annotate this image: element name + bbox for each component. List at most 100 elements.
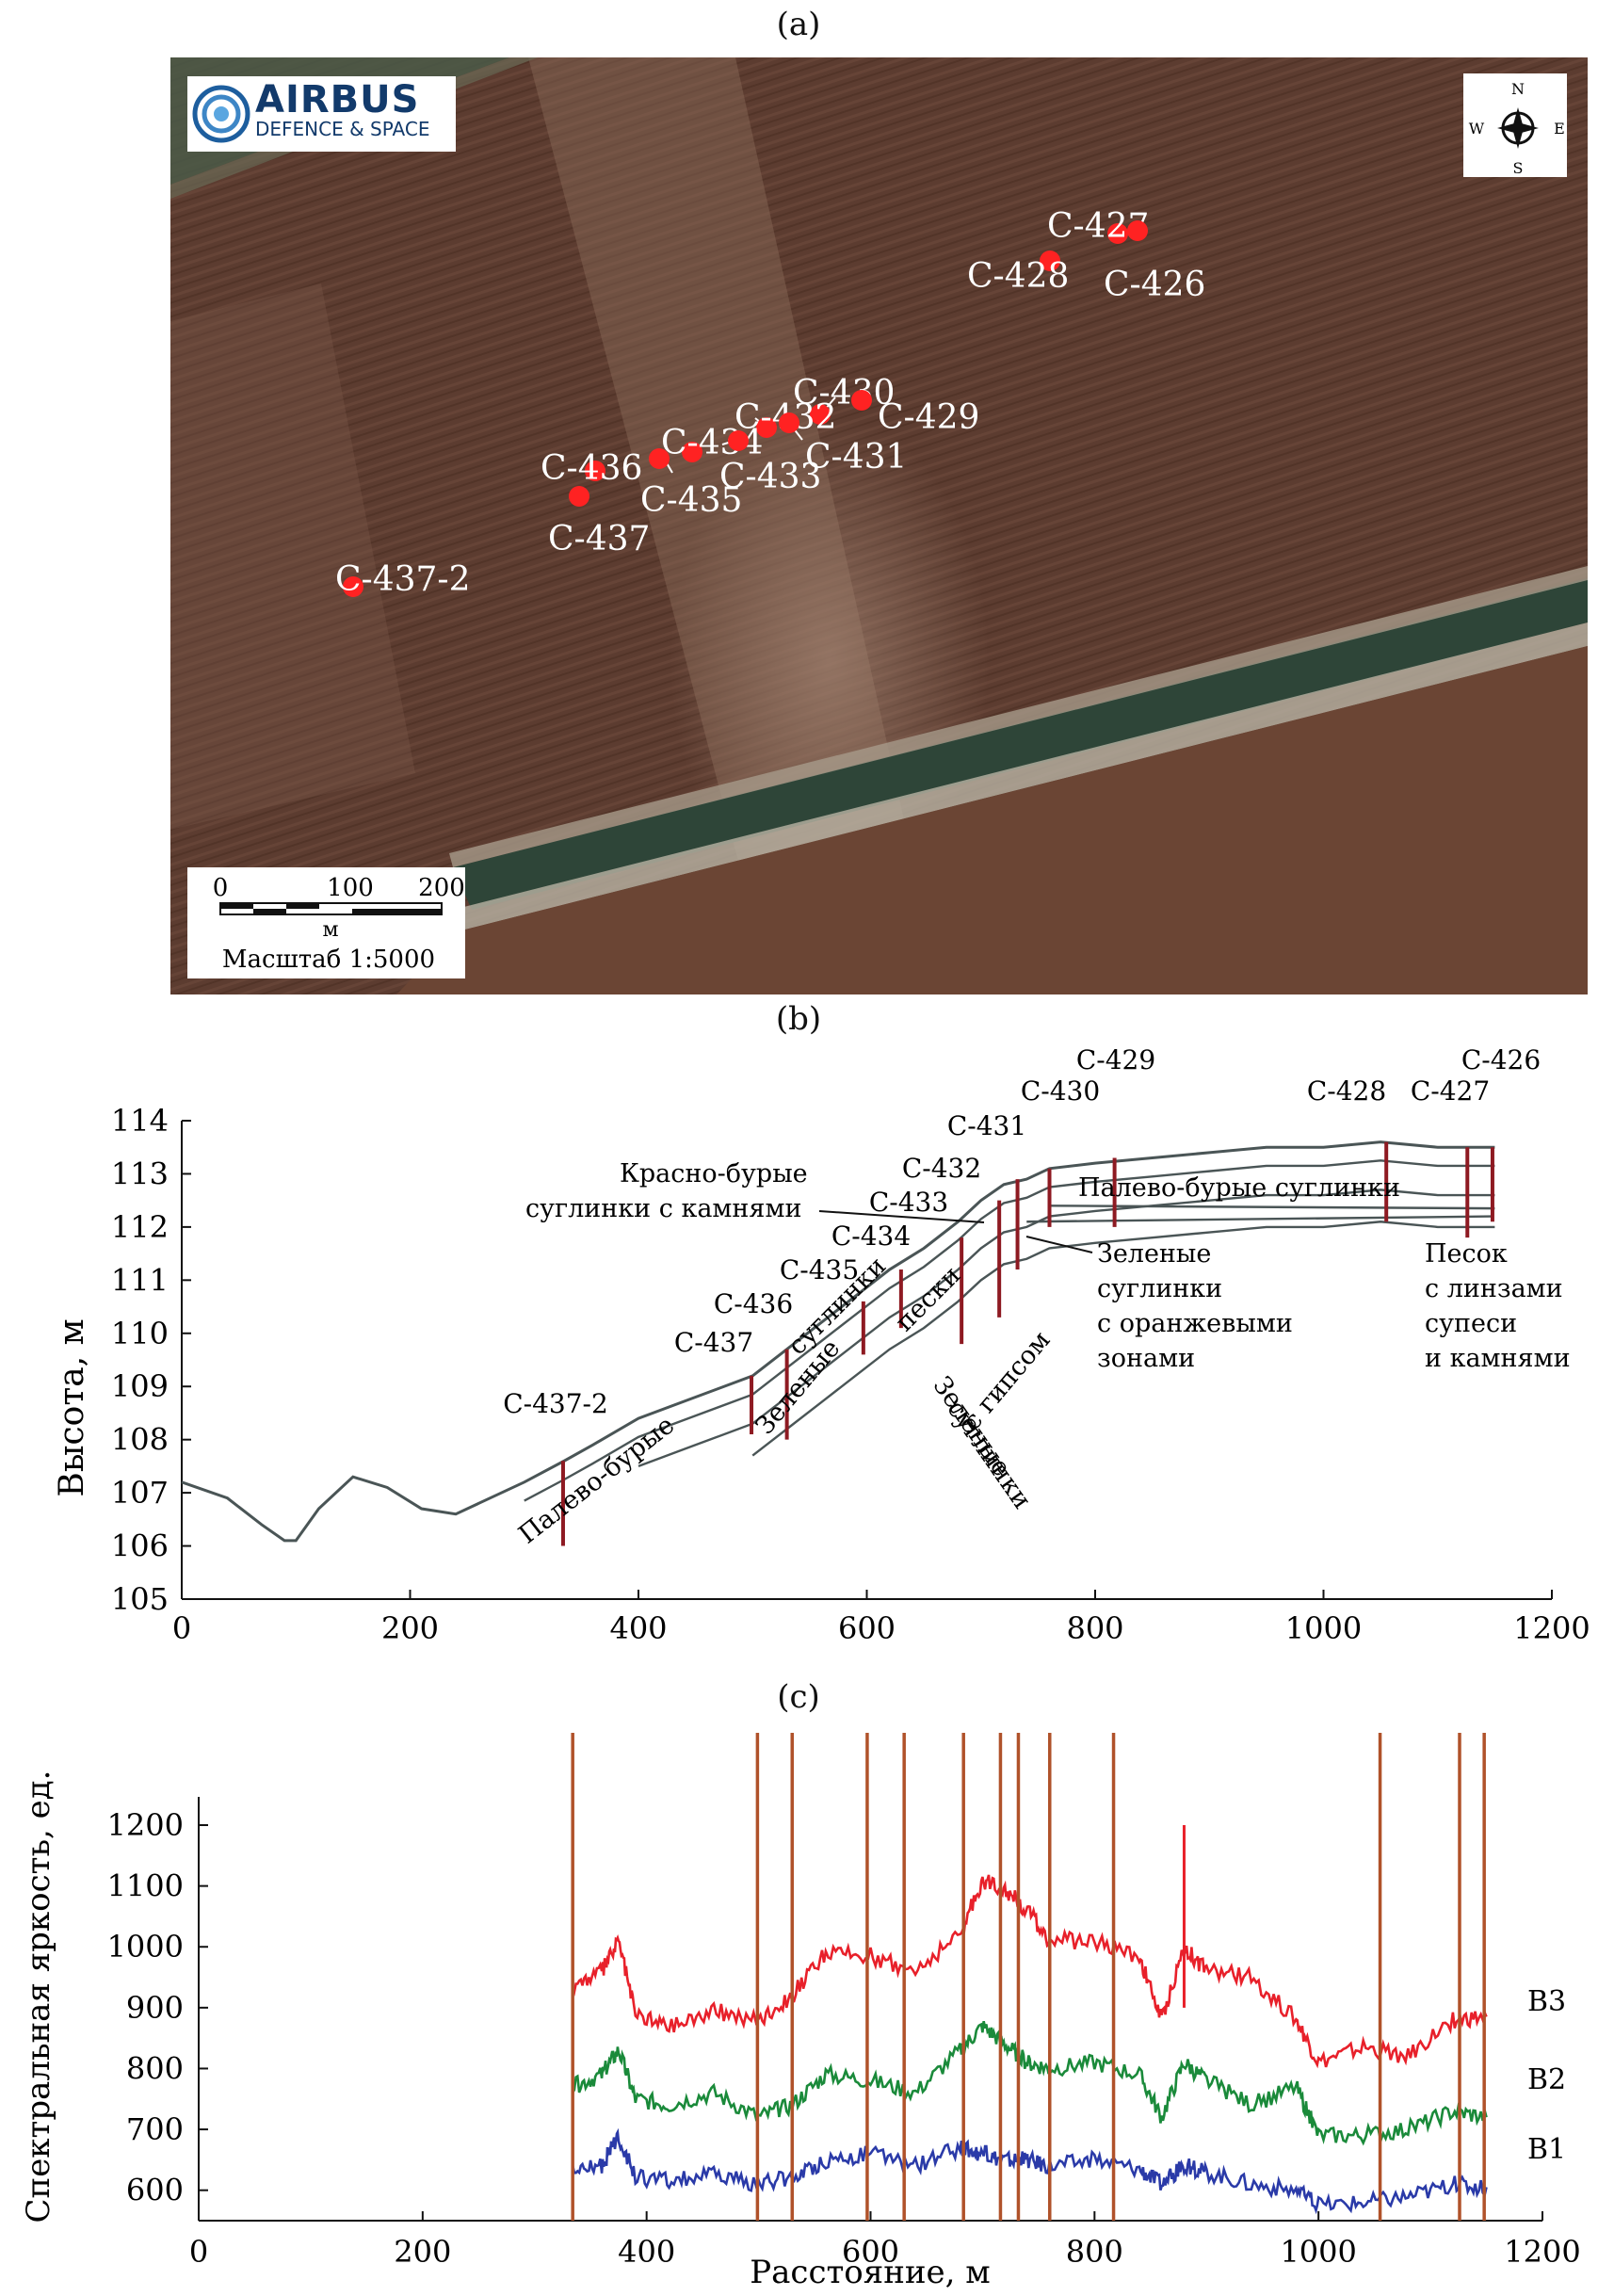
chart-c-x-tick-label: 600	[842, 2234, 899, 2270]
compass-rose: N S W E	[1463, 73, 1567, 177]
annot-sand-4: и камнями	[1425, 1344, 1571, 1373]
scale-tick-200: 200	[418, 874, 465, 902]
chart-b-x-tick-label: 200	[381, 1610, 439, 1646]
annot-gypsum-3: с гипсом	[958, 1326, 1057, 1436]
map-point-marker	[585, 461, 605, 481]
map-point-label: C-430	[793, 374, 895, 412]
tree-belt	[453, 578, 1588, 910]
chart-b-y-tick-label: 113	[111, 1156, 169, 1191]
annot-green-3: с оранжевыми	[1097, 1309, 1293, 1338]
map-points: C-427C-426C-428C-430C-429C-432C-431C-434…	[335, 207, 1205, 599]
chart-c-y-tick-label: 1200	[107, 1807, 184, 1843]
lower-field	[396, 646, 1588, 994]
chart-b-y-tick-label: 108	[111, 1422, 169, 1458]
chart-c-x-tick-label: 1200	[1504, 2234, 1580, 2270]
chart-b-y-tick-label: 105	[111, 1581, 169, 1617]
chart-b-x-tick-label: 1000	[1285, 1610, 1362, 1646]
light-band	[170, 283, 415, 830]
map-point-marker	[1127, 220, 1148, 241]
stratum-boundary-line	[1026, 1215, 1493, 1223]
borehole-label: C-437	[674, 1327, 753, 1358]
chart-b-y-tick-label: 109	[111, 1368, 169, 1404]
map-point-label: C-437-2	[335, 560, 471, 599]
scale-bar: 0 100 200 м Масштаб 1:5000	[187, 867, 465, 978]
map-point-marker	[343, 576, 363, 597]
chart-b-axes: 0 200 400 600 800 1000 1200 105 106 107 108 109 110 1…	[111, 1103, 1590, 1646]
scale-tick-0: 0	[213, 874, 229, 902]
chart-c-xlabel: Расстояние, м	[750, 2254, 990, 2291]
chart-c-y-tick-label: 800	[126, 2050, 184, 2086]
borehole-label: C-436	[714, 1288, 793, 1319]
map-point-label: C-431	[805, 438, 907, 477]
stratum-boundary-line	[1049, 1205, 1495, 1210]
chart-c-x-tick-label: 0	[189, 2234, 208, 2270]
map-point-marker	[851, 390, 872, 411]
annot-sand-3: супеси	[1425, 1309, 1517, 1338]
chart-b-x-tick-label: 0	[172, 1610, 191, 1646]
spectral-series-b1	[571, 2127, 1488, 2215]
panel-label-a: (a)	[776, 6, 821, 43]
panel-label-c: (c)	[777, 1678, 820, 1716]
satellite-map: C-427C-426C-428C-430C-429C-432C-431C-434…	[170, 57, 1588, 994]
chart-b-y-tick-label: 107	[111, 1475, 169, 1511]
map-point-label: C-426	[1104, 266, 1205, 304]
compass-e: E	[1554, 120, 1565, 137]
map-point-marker	[569, 486, 589, 507]
chart-c-ylabel: Спектральная яркость, ед.	[20, 1771, 57, 2223]
logo-brand: AIRBUS	[255, 78, 420, 121]
map-point-label: C-436	[541, 449, 642, 488]
chart-b-y-tick-label: 106	[111, 1528, 169, 1564]
stratum-boundary-line	[751, 1221, 1495, 1457]
chart-c-x-tick-label: 200	[394, 2234, 451, 2270]
chart-b-ylabel: Высота, м	[53, 1318, 91, 1496]
legend-b3: B3	[1527, 1985, 1566, 2018]
chart-c-vlines	[571, 1733, 1486, 2221]
compass-n: N	[1511, 80, 1525, 98]
borehole-label: C-437-2	[503, 1388, 608, 1419]
borehole-label: C-430	[1021, 1075, 1100, 1107]
chart-b-x-tick-label: 400	[609, 1610, 667, 1646]
chart-b-x-tick-label: 800	[1066, 1610, 1123, 1646]
borehole-label: C-426	[1461, 1044, 1541, 1075]
chart-b-x-tick-label: 600	[838, 1610, 896, 1646]
stratum-boundary-line	[638, 1188, 1495, 1468]
annot-red-brown: Красно-бурые	[620, 1159, 808, 1188]
borehole-label: C-428	[1307, 1075, 1386, 1107]
chart-b-y-tick-label: 111	[111, 1262, 169, 1298]
map-point-label: C-429	[878, 398, 979, 437]
compass-w: W	[1469, 120, 1485, 137]
map-point-marker	[1107, 223, 1128, 244]
scale-caption: Масштаб 1:5000	[222, 946, 435, 974]
map-point-marker	[779, 412, 799, 433]
annot-sand-1: Песок	[1425, 1239, 1508, 1269]
map-point-marker	[682, 442, 702, 462]
spectral-series-b3	[571, 1874, 1488, 2069]
elevation-profile-svg: Высота, м 0 200 400 600 800 1000 1200 105 106 107…	[53, 1044, 1590, 1646]
chart-b-x-tick-label: 1200	[1513, 1610, 1590, 1646]
borehole-label: C-429	[1076, 1044, 1155, 1075]
map-point-marker	[756, 417, 777, 438]
stratum-boundary-line	[524, 1159, 1495, 1502]
panel-label-b: (b)	[775, 1000, 822, 1038]
map-point-marker	[649, 448, 670, 469]
spectral-series-b2	[572, 2020, 1488, 2146]
compass-s: S	[1513, 159, 1524, 177]
chart-c-x-tick-label: 400	[618, 2234, 675, 2270]
map-point-label: C-437	[548, 520, 650, 558]
chart-c-y-tick-label: 1000	[107, 1929, 184, 1965]
airbus-logo: AIRBUS DEFENCE & SPACE	[187, 76, 456, 152]
chart-c-axes: 0 200 400 600 800 1000 1200 600 700 800 900 1000 110…	[107, 1797, 1581, 2270]
chart-c-y-tick-label: 1100	[107, 1868, 184, 1904]
spectral-brightness-svg: Спектральная яркость, ед. Расстояние, м …	[20, 1733, 1581, 2291]
annot-pale-brown-low: Палево-бурые	[513, 1411, 680, 1550]
chart-b-y-tick-label: 110	[111, 1316, 169, 1351]
borehole-label: C-427	[1411, 1075, 1490, 1107]
borehole-label: C-432	[902, 1153, 981, 1184]
chart-c-x-tick-label: 1000	[1280, 2234, 1356, 2270]
map-point-label: C-435	[640, 481, 742, 520]
map-point-label: C-433	[719, 458, 821, 496]
annot-red-brown-2: суглинки с камнями	[525, 1194, 801, 1223]
satellite-map-svg: C-427C-426C-428C-430C-429C-432C-431C-434…	[170, 57, 1588, 994]
chart-c-y-tick-label: 900	[126, 1990, 184, 2026]
borehole-label: C-433	[869, 1187, 948, 1218]
